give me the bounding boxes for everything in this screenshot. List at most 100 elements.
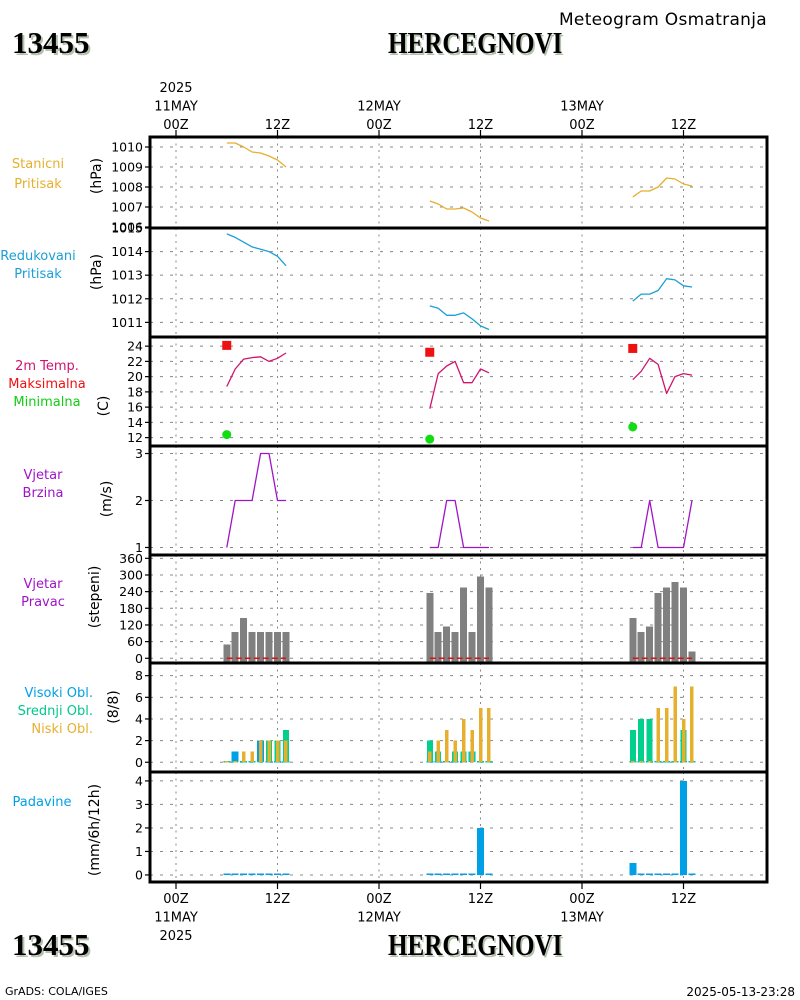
precipitation-bar (460, 873, 468, 875)
x-tick-label-bottom: 00Z (366, 892, 392, 907)
x-tick-label-bottom: 12Z (671, 892, 697, 907)
precipitation-bar (629, 863, 637, 875)
x-tick-label-bottom: 2025 (159, 929, 192, 944)
y-tick-label: 0 (135, 867, 143, 882)
wind-direction-bar (434, 631, 442, 663)
cloud-mid-bar (646, 719, 653, 763)
wind-direction-bar (688, 651, 696, 663)
y-tick-label: 2 (135, 733, 143, 748)
precipitation-bar (451, 873, 459, 875)
panel-title-line: Padavine (13, 795, 72, 810)
x-tick-label-top: 00Z (163, 118, 189, 133)
precipitation-bar (248, 873, 256, 875)
y-tick-label: 240 (119, 584, 143, 599)
precipitation-bar (477, 827, 484, 875)
x-tick-label-bottom: 13MAY (560, 911, 604, 926)
wind-direction-bar (282, 631, 290, 663)
precipitation-bar (240, 873, 248, 875)
wind-direction-bar (274, 631, 281, 663)
precipitation-bar (426, 873, 434, 875)
y-tick-label: 120 (119, 617, 143, 632)
cloud-low-bar (241, 751, 246, 763)
cloud-low-bar (258, 740, 263, 763)
panel-title-line: 2m Temp. (15, 359, 79, 374)
x-tick-label-bottom: 00Z (163, 892, 189, 907)
credit-label: GrADS: COLA/IGES (5, 985, 108, 998)
x-tick-label-top: 12MAY (357, 100, 401, 115)
cloud-low-bar (225, 760, 229, 763)
y-tick-label: 6 (135, 690, 143, 705)
x-tick-label-bottom: 11MAY (154, 911, 198, 926)
y-tick-label: 1010 (111, 140, 143, 155)
cloud-low-bar (656, 708, 660, 763)
precipitation-bar (468, 873, 476, 875)
y-tick-label: 14 (127, 415, 143, 430)
y-tick-label: 4 (135, 773, 143, 788)
y-axis-unit-label: (mm/6h/12h) (87, 784, 103, 876)
wind-direction-bar (629, 618, 637, 663)
y-tick-label: 1007 (111, 200, 143, 215)
y-axis-unit-label: (hPa) (89, 254, 105, 290)
cloud-low-bar (275, 740, 280, 763)
y-tick-label: 20 (127, 369, 143, 384)
cloud-low-bar (690, 686, 694, 763)
panel-title-line: Vjetar (24, 577, 64, 592)
precipitation-bar (646, 873, 654, 875)
precipitation-bar (231, 873, 239, 875)
cloud-mid-bar (638, 719, 645, 763)
wind-direction-bar (485, 587, 493, 663)
y-tick-label: 180 (119, 601, 143, 616)
y-tick-label: 1006 (111, 220, 143, 235)
y-tick-label: 24 (127, 339, 143, 354)
precipitation-bar (654, 873, 662, 875)
temp-2m-line (632, 357, 693, 395)
temp-max-marker (628, 343, 638, 353)
cloud-low-bar (453, 740, 457, 763)
panel-title-line: Pritisak (14, 267, 62, 282)
station-pressure-line (632, 177, 693, 198)
temp-max-marker (425, 347, 435, 357)
station-pressure-line (429, 200, 490, 222)
wind-direction-bar (663, 587, 671, 663)
y-tick-label: 12 (127, 430, 143, 445)
station-id-footer: 13455 (12, 927, 90, 962)
panel-title-line: Vjetar (24, 468, 64, 483)
x-tick-label-top: 13MAY (560, 100, 604, 115)
station-pressure-panel: 1006 1007 1008 1009 1010 Stanicni Pritisak (hPa… (12, 137, 767, 235)
precipitation-bar (274, 873, 281, 875)
precipitation-bar (680, 780, 687, 875)
reduced-pressure-line (429, 305, 490, 331)
y-tick-label: 1014 (111, 244, 143, 259)
cloud-low-bar (664, 708, 669, 763)
x-tick-label-top: 00Z (569, 118, 595, 133)
wind-direction-bar (223, 644, 231, 663)
x-tick-label-top: 2025 (159, 81, 192, 96)
precipitation-bar (443, 873, 451, 875)
precipitation-bar (671, 873, 679, 875)
temp-max-marker (222, 340, 232, 350)
precipitation-panel: 0 1 2 3 4 Padavine (mm/6h/12h) (13, 772, 767, 882)
cloud-low-bar (284, 740, 288, 763)
y-tick-label: 60 (127, 634, 143, 649)
station-pressure-line (226, 142, 287, 168)
y-tick-label: 2 (135, 820, 143, 835)
y-tick-label: 1015 (111, 221, 143, 236)
temp-2m-line (429, 360, 490, 409)
y-tick-label: 0 (135, 651, 143, 666)
x-tick-label-bottom: 12Z (265, 892, 291, 907)
x-tick-label-top: 12Z (468, 118, 494, 133)
wind-speed-line (632, 499, 693, 549)
y-tick-label: 4 (135, 711, 143, 726)
temp-min-marker (425, 434, 435, 444)
wind-direction-bar (654, 593, 662, 663)
wind-speed-line (226, 452, 286, 548)
y-tick-label: 1008 (111, 180, 143, 195)
time-axis: 2025 11MAY 00Z 12Z 12MAY 00Z 12Z 13MAY 00Z 12Z 00Z… (154, 81, 696, 944)
precipitation-bar (434, 873, 442, 875)
panel-title-line: Pritisak (14, 177, 62, 192)
temp-min-marker (222, 430, 232, 440)
wind-direction-bar (451, 631, 459, 663)
cloud-low-bar (673, 686, 677, 763)
